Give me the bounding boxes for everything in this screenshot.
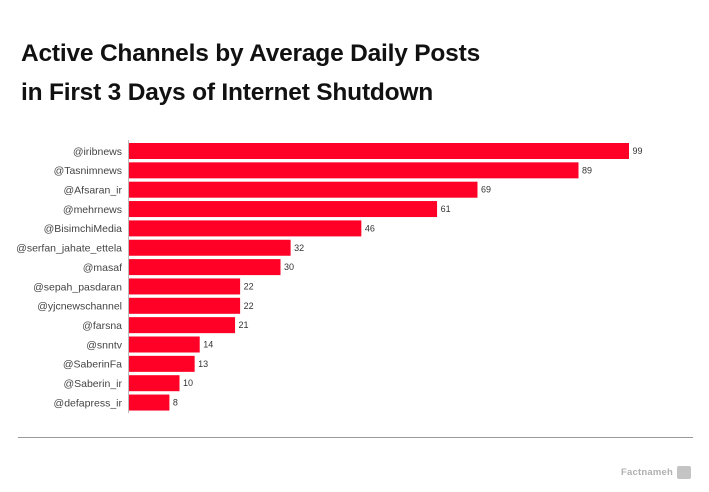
bar-afsaran_ir bbox=[129, 181, 478, 198]
category-label: @snntv bbox=[86, 339, 123, 351]
chart-title-line-2: in First 3 Days of Internet Shutdown bbox=[21, 79, 434, 106]
value-label: 22 bbox=[244, 281, 254, 291]
category-label: @sepah_pasdaran bbox=[33, 281, 122, 293]
bar-defapress_ir bbox=[129, 394, 170, 411]
chart-title: Active Channels by Average Daily Posts i… bbox=[21, 34, 480, 112]
bar-saberin_ir bbox=[129, 375, 180, 392]
value-label: 46 bbox=[365, 223, 375, 233]
category-label: @iribnews bbox=[73, 146, 122, 158]
bar-snntv bbox=[129, 336, 200, 353]
brand-logo: Factnameh bbox=[621, 466, 691, 479]
bar-tasnimnews bbox=[129, 162, 579, 179]
brand-logo-icon bbox=[677, 466, 691, 479]
category-label: @Tasnimnews bbox=[54, 165, 122, 177]
category-label: @Afsaran_ir bbox=[63, 185, 122, 197]
value-label: 14 bbox=[203, 340, 213, 350]
value-label: 22 bbox=[244, 301, 254, 311]
bar-sepah_pasdaran bbox=[129, 278, 241, 295]
category-label: @yjcnewschannel bbox=[37, 301, 122, 313]
bar-mehrnews bbox=[129, 201, 438, 218]
bar-yjcnewschannel bbox=[129, 297, 241, 314]
value-label: 21 bbox=[239, 320, 249, 330]
bars-group: @iribnews 99 @Tasnimnews 89 @Afsaran_ir 69 @me… bbox=[16, 143, 643, 411]
bar-bisimchimedia bbox=[129, 220, 362, 237]
category-label: @defapress_ir bbox=[54, 397, 123, 409]
category-label: @mehrnews bbox=[63, 204, 122, 216]
category-label: @SaberinFa bbox=[63, 359, 122, 371]
value-label: 89 bbox=[582, 165, 592, 175]
category-label: @masaf bbox=[83, 262, 122, 274]
category-label: @farsna bbox=[82, 320, 122, 332]
value-label: 30 bbox=[284, 262, 294, 272]
value-label: 69 bbox=[481, 185, 491, 195]
chart-title-line-1: Active Channels by Average Daily Posts bbox=[21, 40, 480, 67]
value-label: 99 bbox=[633, 146, 643, 156]
category-label: @BisimchiMedia bbox=[44, 223, 123, 235]
bar-serfan_jahate_ettela bbox=[129, 239, 291, 256]
category-label: @Saberin_ir bbox=[63, 378, 122, 390]
bar-iribnews bbox=[129, 143, 629, 159]
category-label: @serfan_jahate_ettela bbox=[16, 243, 122, 255]
value-label: 13 bbox=[198, 359, 208, 369]
bar-farsna bbox=[129, 317, 236, 334]
value-label: 61 bbox=[441, 204, 451, 214]
value-label: 10 bbox=[183, 378, 193, 388]
bar-masaf bbox=[129, 259, 281, 276]
bar-saberinfa bbox=[129, 355, 195, 372]
value-label: 32 bbox=[294, 243, 304, 253]
footer-divider bbox=[18, 437, 693, 438]
brand-name: Factnameh bbox=[621, 467, 673, 478]
value-label: 8 bbox=[173, 398, 178, 408]
